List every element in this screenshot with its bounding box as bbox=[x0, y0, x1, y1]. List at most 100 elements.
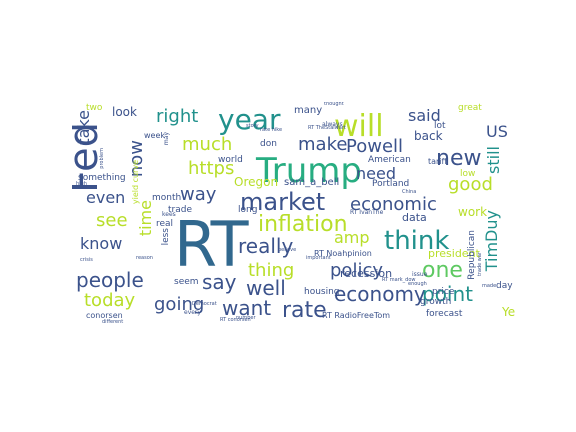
word-point: point bbox=[422, 282, 474, 306]
word-recession: recession bbox=[340, 267, 393, 280]
word-sam-a-bell: sam_a_bell bbox=[284, 177, 340, 188]
word-price: price bbox=[432, 287, 455, 297]
word-month: month bbox=[152, 193, 182, 203]
word-amp: amp bbox=[334, 228, 370, 247]
word-many: many bbox=[294, 105, 323, 116]
word-ye: Ye bbox=[502, 305, 516, 319]
word-china: China bbox=[402, 189, 417, 195]
word-say: say bbox=[202, 270, 237, 294]
word-rate-hike: rate hike bbox=[260, 127, 283, 133]
word-every: every bbox=[184, 309, 201, 316]
word-inflation: inflation bbox=[258, 212, 348, 237]
word-problem: problem bbox=[99, 148, 105, 169]
word-know: know bbox=[80, 234, 123, 253]
word-think: think bbox=[384, 226, 450, 256]
word-day: day bbox=[496, 281, 513, 291]
word-yield-curve: yield curve bbox=[131, 160, 140, 205]
word-see: see bbox=[96, 210, 128, 231]
word-less: less bbox=[161, 228, 171, 246]
word-rt-mark-dow: RT mark_dow bbox=[382, 277, 416, 283]
word-democrat: Democrat bbox=[192, 301, 217, 307]
word-powell: Powell bbox=[346, 136, 404, 157]
word-good: good bbox=[448, 174, 493, 195]
word-high: high bbox=[76, 181, 87, 187]
word-long: long bbox=[238, 205, 258, 215]
word-people: people bbox=[76, 268, 144, 292]
word-seem: seem bbox=[174, 277, 199, 287]
word-need: need bbox=[356, 164, 396, 183]
word-still: still bbox=[484, 146, 503, 174]
word-back: back bbox=[414, 129, 443, 143]
word-right: right bbox=[156, 106, 199, 127]
word-may: may bbox=[163, 132, 170, 146]
word-american: American bbox=[368, 155, 411, 165]
word-new: new bbox=[436, 146, 482, 171]
word-kees: kees bbox=[162, 211, 176, 218]
word-today: today bbox=[84, 290, 136, 311]
word-world: world bbox=[218, 155, 243, 165]
word-two: two bbox=[86, 103, 103, 113]
word-make: make bbox=[298, 134, 348, 155]
word-issue: issue bbox=[412, 271, 428, 278]
word-well: well bbox=[246, 276, 286, 300]
word-real: real bbox=[156, 219, 174, 229]
word-work: work bbox=[458, 205, 488, 219]
word-reason: reason bbox=[136, 255, 153, 261]
word-rt-ivanthe: RT IvanThe bbox=[350, 209, 384, 216]
word-made: made bbox=[482, 283, 497, 289]
word-trade-war: trade war bbox=[477, 252, 483, 277]
word-data: data bbox=[402, 211, 427, 224]
word-even: even bbox=[86, 188, 126, 207]
word-housing: housing bbox=[304, 287, 340, 297]
word-president: president bbox=[428, 247, 480, 260]
word-will: will bbox=[334, 109, 384, 144]
word-number: number bbox=[236, 315, 256, 321]
word-growth: growth bbox=[420, 297, 452, 307]
word-rt: RT bbox=[174, 208, 248, 281]
word-don: don bbox=[260, 139, 277, 149]
word-year: year bbox=[218, 103, 281, 136]
word-way: way bbox=[180, 184, 217, 205]
word-take: take bbox=[74, 110, 93, 145]
word-rate: rate bbox=[282, 298, 327, 323]
word-lot: lot bbox=[434, 121, 446, 131]
word-trade: trade bbox=[168, 205, 192, 215]
word-portland: Portland bbox=[372, 179, 410, 189]
word-rt-conorsen: RT conorsen bbox=[220, 317, 251, 323]
word-policy: policy bbox=[330, 260, 383, 281]
word-conorsen: conorsen bbox=[86, 311, 123, 320]
word-rt-radiofreetom: RT RadioFreeTom bbox=[322, 311, 391, 320]
word-look: look bbox=[112, 105, 137, 119]
word-trump: Trump bbox=[256, 151, 363, 191]
word-thing: thing bbox=[248, 260, 295, 281]
word-story: story bbox=[246, 123, 259, 129]
word-important: important bbox=[306, 255, 331, 261]
word-tariff: tariff bbox=[428, 157, 448, 166]
word-different: different bbox=[102, 319, 124, 325]
word-forecast: forecast bbox=[426, 309, 463, 319]
word-https: https bbox=[188, 158, 235, 179]
word-want: want bbox=[222, 296, 272, 320]
word-rt-noahpinion: RT Noahpinion bbox=[314, 249, 372, 258]
word-us: US bbox=[486, 122, 508, 141]
word-much: much bbox=[182, 134, 233, 155]
word-really: really bbox=[238, 234, 294, 258]
word-always: always bbox=[322, 121, 343, 128]
word-week: week bbox=[144, 131, 166, 140]
word-enough: enough bbox=[408, 281, 427, 287]
word-thought: thought bbox=[324, 102, 344, 107]
word-market: market bbox=[240, 188, 326, 216]
word-economy: economy bbox=[334, 282, 426, 306]
word-going: going bbox=[154, 294, 205, 315]
word-great: great bbox=[458, 103, 482, 113]
word-timduy: TimDuy bbox=[482, 210, 501, 272]
word-low: low bbox=[460, 169, 476, 179]
word-believe: believe bbox=[278, 247, 297, 253]
word-rt-thestalwart: RT TheStalwart bbox=[308, 125, 346, 131]
word-one: one bbox=[422, 258, 463, 283]
word-economic: economic bbox=[350, 194, 437, 215]
word-time: time bbox=[136, 200, 155, 237]
word-republican: Republican bbox=[467, 230, 477, 280]
word-something: something bbox=[78, 173, 126, 183]
word-oregon: Oregon bbox=[234, 175, 279, 189]
